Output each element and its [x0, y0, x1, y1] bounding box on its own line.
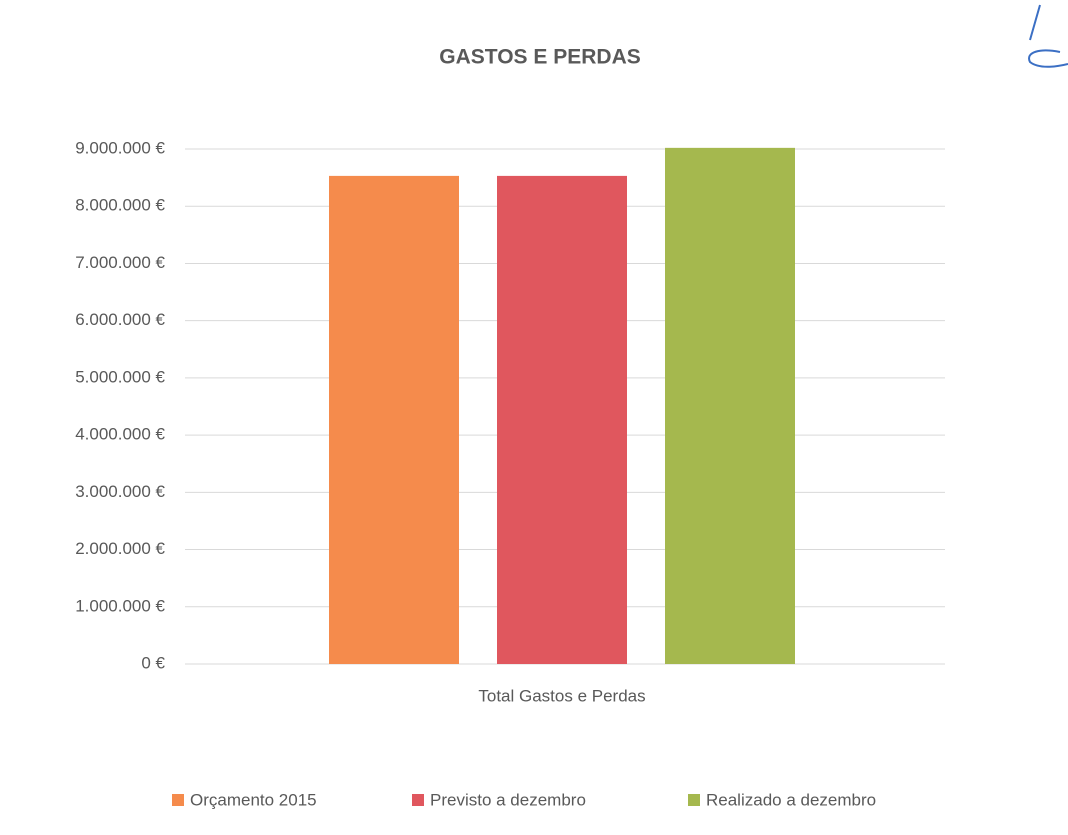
y-tick-label: 5.000.000 €	[75, 367, 165, 386]
bar	[497, 175, 627, 664]
legend-label: Previsto a dezembro	[430, 790, 586, 809]
y-tick-label: 1.000.000 €	[75, 596, 165, 615]
legend-swatch	[172, 794, 184, 806]
y-tick-label: 3.000.000 €	[75, 482, 165, 501]
y-tick-label: 4.000.000 €	[75, 425, 165, 444]
bar	[329, 175, 459, 664]
bar	[665, 147, 795, 664]
handwritten-mark	[1028, 4, 1068, 68]
y-tick-label: 6.000.000 €	[75, 310, 165, 329]
legend-swatch	[688, 794, 700, 806]
y-tick-label: 7.000.000 €	[75, 253, 165, 272]
legend-swatch	[412, 794, 424, 806]
chart-title: GASTOS E PERDAS	[439, 46, 641, 69]
y-tick-label: 2.000.000 €	[75, 539, 165, 558]
x-tick-label: Total Gastos e Perdas	[478, 686, 645, 705]
y-tick-label: 0 €	[141, 653, 165, 672]
legend-label: Realizado a dezembro	[706, 790, 876, 809]
legend-label: Orçamento 2015	[190, 790, 317, 809]
y-tick-label: 8.000.000 €	[75, 196, 165, 215]
y-tick-label: 9.000.000 €	[75, 138, 165, 157]
